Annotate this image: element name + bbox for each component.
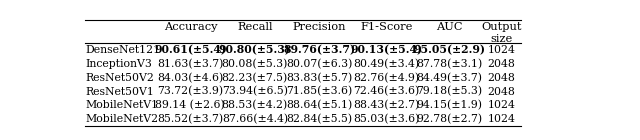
Text: 95.05(±2.9): 95.05(±2.9)	[413, 45, 486, 56]
Text: ResNet50V1: ResNet50V1	[85, 87, 154, 96]
Text: 80.07(±6.3): 80.07(±6.3)	[286, 59, 353, 69]
Text: 82.84(±5.5): 82.84(±5.5)	[286, 114, 353, 124]
Text: InceptionV3: InceptionV3	[85, 59, 152, 69]
Text: 90.13(±5.4): 90.13(±5.4)	[350, 45, 422, 56]
Text: 87.78(±3.1): 87.78(±3.1)	[417, 59, 483, 69]
Text: 73.72(±3.9): 73.72(±3.9)	[157, 86, 223, 97]
Text: 81.63(±3.7): 81.63(±3.7)	[157, 59, 223, 69]
Text: F1-Score: F1-Score	[360, 22, 412, 32]
Text: 88.53(±4.2): 88.53(±4.2)	[221, 100, 288, 110]
Text: DenseNet121: DenseNet121	[85, 45, 160, 55]
Text: 2048: 2048	[488, 59, 516, 69]
Text: 82.76(±4.9): 82.76(±4.9)	[353, 73, 419, 83]
Text: Accuracy: Accuracy	[164, 22, 217, 32]
Text: MobileNetV2: MobileNetV2	[85, 114, 158, 124]
Text: 79.18(±5.3): 79.18(±5.3)	[417, 86, 483, 97]
Text: 85.52(±3.7): 85.52(±3.7)	[157, 114, 223, 124]
Text: 84.03(±4.6): 84.03(±4.6)	[157, 73, 223, 83]
Text: 94.15(±1.9): 94.15(±1.9)	[417, 100, 483, 110]
Text: 1024: 1024	[488, 45, 516, 55]
Text: 88.43(±2.7): 88.43(±2.7)	[353, 100, 419, 110]
Text: MobileNetV1: MobileNetV1	[85, 100, 158, 110]
Text: Output
size: Output size	[481, 22, 522, 44]
Text: 1024: 1024	[488, 100, 516, 110]
Text: 84.49(±3.7): 84.49(±3.7)	[417, 73, 483, 83]
Text: 89.76(±3.7): 89.76(±3.7)	[284, 45, 355, 56]
Text: 88.64(±5.1): 88.64(±5.1)	[286, 100, 353, 110]
Text: 92.78(±2.7): 92.78(±2.7)	[417, 114, 483, 124]
Text: ResNet50V2: ResNet50V2	[85, 73, 154, 83]
Text: Recall: Recall	[237, 22, 273, 32]
Text: 80.08(±5.3): 80.08(±5.3)	[221, 59, 288, 69]
Text: 73.94(±6.5): 73.94(±6.5)	[222, 86, 288, 97]
Text: 82.23(±7.5): 82.23(±7.5)	[221, 73, 288, 83]
Text: 85.03(±3.6): 85.03(±3.6)	[353, 114, 419, 124]
Text: 87.66(±4.4): 87.66(±4.4)	[222, 114, 288, 124]
Text: 89.14 (±2.6): 89.14 (±2.6)	[156, 100, 225, 110]
Text: 72.46(±3.6): 72.46(±3.6)	[353, 86, 419, 97]
Text: 1024: 1024	[488, 114, 516, 124]
Text: 90.61(±5.4): 90.61(±5.4)	[154, 45, 227, 56]
Text: 2048: 2048	[488, 73, 516, 83]
Text: 2048: 2048	[488, 87, 516, 96]
Text: AUC: AUC	[436, 22, 463, 32]
Text: 83.83(±5.7): 83.83(±5.7)	[286, 73, 353, 83]
Text: Precision: Precision	[292, 22, 346, 32]
Text: 90.80(±5.3): 90.80(±5.3)	[219, 45, 291, 56]
Text: 71.85(±3.6): 71.85(±3.6)	[286, 86, 353, 97]
Text: 80.49(±3.4): 80.49(±3.4)	[353, 59, 419, 69]
